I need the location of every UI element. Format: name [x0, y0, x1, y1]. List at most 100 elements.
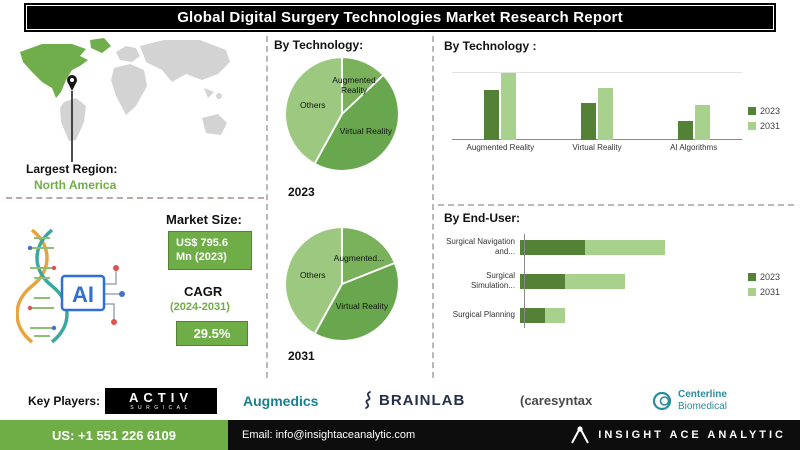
brainlab-mark-icon [365, 391, 371, 409]
enduser-category-label: Surgical Navigation and... [446, 237, 515, 256]
largest-region-block: Largest Region: North America [26, 162, 117, 193]
pie-slice [313, 261, 400, 342]
market-size-line2: Mn (2023) [176, 251, 227, 264]
bar-2031 [597, 88, 613, 140]
footer-brand: INSIGHT ACE ANALYTIC [569, 425, 786, 445]
centerline-mark-icon [652, 391, 672, 411]
market-size-label: Market Size: [166, 212, 242, 227]
bar-2023 [580, 103, 596, 140]
enduser-bars [520, 239, 665, 255]
activ-logo-line1: ACTIV [129, 390, 193, 405]
bar-category-labels: Augmented Reality Virtual Reality AI Algor… [452, 143, 742, 152]
enduser-bars [520, 307, 565, 323]
divider-right-horizontal [438, 204, 794, 206]
report-title-bar: Global Digital Surgery Technologies Mark… [24, 3, 776, 32]
bar-group [549, 88, 646, 140]
pie-slice-label: Virtual Reality [335, 300, 389, 311]
bar-2031 [694, 105, 710, 140]
divider-vertical-1 [266, 36, 268, 378]
pie-2023-caption: 2023 [288, 185, 315, 199]
technology-chart-legend: 2023 2031 [748, 106, 780, 131]
map-southeast-asia [204, 88, 214, 98]
section-title-technology-bars: By Technology : [444, 39, 537, 53]
pie-chart-2023 [284, 56, 400, 172]
ai-dna-illustration: AI [16, 228, 125, 344]
enduser-bars [520, 273, 625, 289]
bar-segment-2023 [520, 307, 545, 323]
section-title-technology-pies: By Technology: [274, 38, 364, 52]
world-map [20, 38, 230, 162]
pie-slice-label: Others [300, 270, 326, 281]
enduser-category-label: Surgical Simulation... [470, 271, 515, 290]
pie-chart-2031 [284, 226, 400, 342]
augmedics-logo: Augmedics [243, 393, 319, 409]
ai-chip-icon: AI [60, 274, 106, 312]
map-asia [140, 40, 230, 82]
enduser-row: Surgical Planning [444, 298, 744, 332]
bar-group [452, 73, 549, 140]
legend-item: 2031 [748, 287, 780, 297]
pie-slice-label: Augmented Reality [332, 75, 376, 96]
end-user-chart-legend: 2023 2031 [748, 272, 780, 297]
pie-chart-2023-container: Augmented Reality Virtual Reality Others [284, 56, 400, 172]
pie-slice-label: Virtual Reality [339, 126, 392, 137]
page-title: Global Digital Surgery Technologies Mark… [26, 5, 774, 30]
pie-slice [313, 73, 400, 172]
insight-ace-logo-icon [571, 425, 590, 444]
circuit-icon [104, 265, 125, 325]
divider-vertical-2 [432, 36, 434, 378]
map-greenland [90, 38, 111, 53]
enduser-row: Surgical Navigation and... [444, 230, 744, 264]
bar-plot-area [452, 72, 742, 140]
pie-slice [341, 226, 397, 286]
footer-email: Email: info@insightaceanalytic.com [242, 429, 416, 441]
bar-segment-2031 [545, 307, 565, 323]
legend-label: 2031 [760, 121, 781, 131]
market-size-value-box: US$ 795.6 Mn (2023) [168, 231, 252, 270]
location-pin-icon [67, 75, 77, 91]
pie-slice-label: Augmented... [333, 253, 385, 264]
pie-slice [284, 226, 343, 336]
bar-category-label: Virtual Reality [572, 143, 622, 152]
section-title-end-user: By End-User: [444, 211, 521, 225]
caresyntax-logo: (caresyntax [520, 393, 593, 408]
bar-category-label: Augmented Reality [466, 143, 535, 152]
map-africa [111, 64, 147, 115]
pie-chart-2031-container: Augmented... Virtual Reality Others [284, 226, 400, 342]
legend-swatch-2023 [748, 273, 756, 281]
enduser-axis-line [524, 234, 525, 328]
largest-region-value: North America [34, 177, 117, 192]
legend-swatch-2023 [748, 107, 756, 115]
pie-slice [284, 56, 343, 166]
brainlab-logo: BRAINLAB [362, 391, 465, 409]
bar-2023 [677, 121, 693, 140]
dna-helix-icon [16, 228, 69, 344]
legend-item: 2023 [748, 272, 780, 282]
key-players-label: Key Players: [28, 394, 101, 408]
activ-logo-line2: SURGICAL [130, 405, 192, 411]
centerline-logo-line2: Biomedical [678, 401, 727, 412]
legend-swatch-2031 [748, 122, 756, 130]
bar-segment-2023 [520, 239, 585, 255]
technology-bar-chart: Augmented Reality Virtual Reality AI Algor… [452, 72, 742, 152]
divider-left-horizontal [6, 197, 264, 199]
cagr-value-box: 29.5% [176, 321, 248, 346]
centerline-logo-text: Centerline Biomedical [678, 389, 727, 413]
map-south-america [60, 98, 86, 141]
bar-2031 [501, 73, 517, 140]
footer-phone: US: +1 551 226 6109 [0, 420, 228, 450]
bar-segment-2031 [565, 273, 625, 289]
map-europe [116, 46, 140, 62]
activ-surgical-logo: ACTIV SURGICAL [105, 388, 217, 414]
map-australia [202, 114, 227, 135]
pie-2031-caption: 2031 [288, 349, 315, 363]
legend-item: 2023 [748, 106, 780, 116]
legend-item: 2031 [748, 121, 780, 131]
bar-segment-2031 [585, 239, 665, 255]
centerline-logo-line1: Centerline [678, 389, 727, 400]
largest-region-label: Largest Region: [26, 162, 118, 176]
bar-group [645, 105, 742, 140]
cagr-label: CAGR [184, 284, 223, 299]
cagr-period: (2024-2031) [170, 301, 230, 313]
